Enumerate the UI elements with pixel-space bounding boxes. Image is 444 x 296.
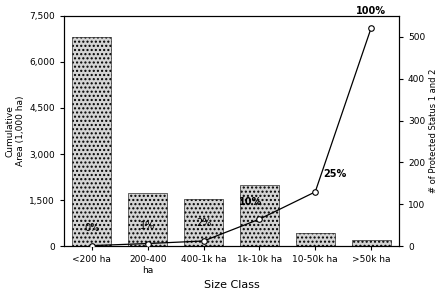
Text: 2%: 2%	[196, 218, 211, 229]
Bar	[352, 240, 391, 247]
Text: 10%: 10%	[239, 197, 262, 207]
Bar	[72, 37, 111, 247]
X-axis label: Size Class: Size Class	[204, 280, 259, 290]
Text: 25%: 25%	[323, 169, 346, 179]
Y-axis label: Cumulative
Area (1,000 ha): Cumulative Area (1,000 ha)	[6, 96, 25, 166]
Text: 0%: 0%	[84, 223, 99, 233]
Bar	[128, 193, 167, 247]
Bar	[296, 233, 335, 247]
Text: 1%: 1%	[140, 221, 155, 231]
Bar	[184, 199, 223, 247]
Y-axis label: # of Protected Status 1 and 2: # of Protected Status 1 and 2	[429, 69, 438, 193]
Bar	[240, 185, 279, 247]
Text: 100%: 100%	[356, 6, 386, 16]
